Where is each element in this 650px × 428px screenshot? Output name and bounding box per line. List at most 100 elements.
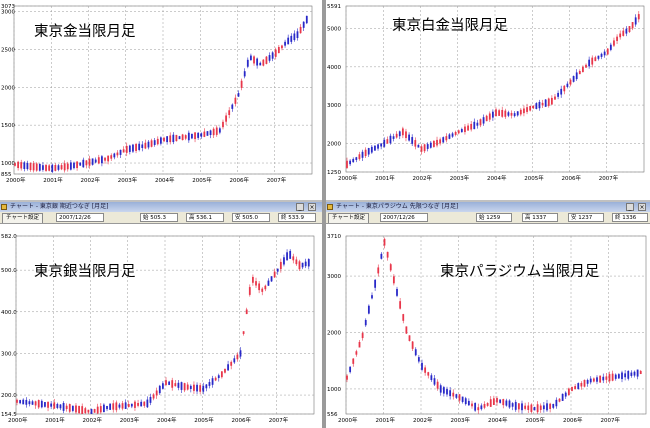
candle-body (596, 377, 598, 382)
candle-body (555, 399, 558, 407)
candle-body (101, 156, 103, 164)
candle-body (580, 382, 583, 387)
candle-body (94, 159, 97, 163)
candle-body (591, 57, 594, 65)
candle-body (452, 392, 455, 397)
candle-body (550, 97, 553, 105)
candle-body (603, 51, 606, 56)
y-tick-label: 1500 (1, 123, 15, 129)
close-icon[interactable]: × (638, 203, 646, 211)
palladium-close-field: 終 1336 (612, 213, 648, 222)
x-tick-label: 2001年 (376, 416, 396, 424)
candle-body (90, 409, 93, 414)
candle-body (153, 140, 156, 145)
x-tick-label: 2006年 (563, 416, 583, 424)
x-tick-label: 2007年 (269, 416, 289, 424)
candle-body (544, 99, 547, 107)
candle-body (346, 160, 348, 168)
candle-body (631, 22, 634, 29)
candle-body (299, 26, 302, 34)
candle-body (367, 305, 370, 314)
x-tick-label: 2002年 (413, 416, 433, 424)
candle-body (104, 157, 106, 161)
candle-body (106, 405, 108, 410)
candle-body (627, 370, 630, 379)
candle-body (149, 396, 152, 403)
vertical-splitter[interactable] (322, 0, 326, 428)
candle-body (165, 380, 167, 385)
silver-window-titlebar[interactable]: チャート - 東京銀 期近つなぎ [月足] _ × (0, 202, 322, 212)
candle-body (264, 285, 267, 290)
candle-body (395, 133, 398, 138)
candle-body (383, 238, 386, 246)
candle-body (287, 37, 290, 45)
candle-body (424, 367, 427, 373)
candles (14, 15, 308, 174)
candle-body (609, 44, 612, 50)
candle-body (122, 149, 125, 153)
minimize-icon[interactable]: _ (296, 203, 304, 211)
candle-body (467, 125, 469, 131)
candle-body (265, 56, 268, 64)
candle-body (79, 162, 82, 166)
palladium-window-titlebar[interactable]: チャート - 東京パラジウム 先限つなぎ [月足] _ × (326, 202, 650, 212)
candle-body (561, 393, 564, 401)
candle-body (295, 259, 298, 265)
candle-body (270, 276, 273, 282)
x-tick-label: 2005年 (526, 416, 546, 424)
x-tick-label: 2002年 (413, 174, 433, 182)
candle-body (574, 386, 577, 389)
candle-body (529, 106, 532, 111)
candle-body (146, 399, 149, 408)
candle-body (386, 251, 389, 258)
candle-body (144, 142, 147, 149)
candle-body (471, 403, 473, 407)
candle-body (125, 145, 128, 153)
candle-body (408, 335, 411, 341)
candle-body (473, 121, 476, 130)
candle-body (38, 163, 41, 171)
candle-body (93, 409, 96, 413)
candle-body (367, 148, 370, 155)
candle-body (218, 128, 221, 133)
candle-body (63, 163, 66, 171)
candle-body (508, 400, 511, 408)
candle-body (267, 280, 270, 286)
candle-body (75, 405, 77, 413)
candle-body (222, 121, 224, 128)
candle-body (578, 71, 581, 75)
candle-body (29, 162, 32, 171)
minimize-icon[interactable]: _ (626, 203, 634, 211)
y-tick-label: 500.0 (1, 268, 17, 274)
close-icon[interactable]: × (308, 203, 316, 211)
candle-body (261, 288, 264, 292)
candle-body (505, 400, 508, 406)
x-tick-label: 2004年 (487, 174, 507, 182)
candle-body (516, 111, 519, 116)
candle-body (589, 378, 592, 383)
candle-body (127, 404, 130, 407)
x-tick-label: 2005年 (524, 174, 544, 182)
silver-chart-settings-button[interactable]: チャート設定 (2, 213, 43, 223)
candle-body (51, 164, 54, 172)
x-tick-label: 2006年 (232, 416, 252, 424)
palladium-chart-settings-button[interactable]: チャート設定 (328, 213, 369, 223)
candle-body (352, 158, 355, 163)
candle-body (361, 333, 364, 339)
x-tick-label: 2003年 (118, 176, 138, 184)
x-tick-label: 2002年 (83, 416, 103, 424)
candle-body (199, 385, 202, 392)
candle-body (242, 331, 245, 334)
candle-body (128, 145, 131, 152)
candle-body (491, 111, 494, 118)
candle-body (396, 288, 398, 296)
candle-body (135, 143, 137, 151)
candle-body (594, 57, 597, 62)
candle-body (514, 401, 517, 410)
candle-body (352, 358, 355, 364)
candle-body (28, 401, 31, 405)
candle-body (569, 79, 572, 85)
candle-body (464, 398, 467, 405)
candle-body (361, 151, 364, 158)
candle-body (184, 135, 187, 139)
